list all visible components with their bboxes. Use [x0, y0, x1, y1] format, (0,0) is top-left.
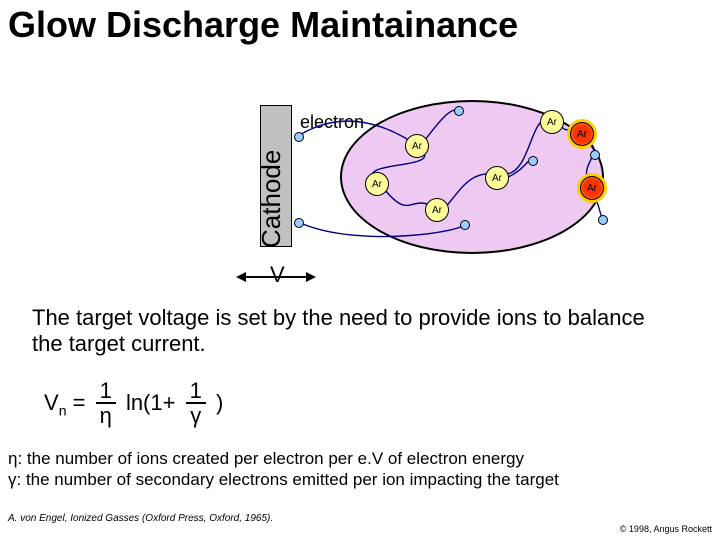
electron-dot — [294, 132, 304, 142]
argon-atom: Ar — [425, 198, 449, 222]
electron-dot — [598, 215, 608, 225]
electron-trajectory — [298, 222, 464, 237]
electron-dot — [590, 150, 600, 160]
formula-frac2: 1 γ — [186, 380, 206, 428]
formula-den1: η — [96, 404, 116, 428]
electron-trajectory — [422, 110, 458, 144]
eta-definition: η: the number of ions created per electr… — [8, 448, 708, 469]
slide-title: Glow Discharge Maintainance — [8, 4, 518, 46]
formula-eq: = — [66, 390, 91, 415]
electron-trajectory — [298, 121, 412, 142]
citation-italic: A. von Engel, Ionized Gasses (Oxford Pre… — [8, 513, 273, 524]
formula-mid: ln(1+ — [126, 390, 182, 415]
electron-dot — [528, 156, 538, 166]
argon-ion: Ar — [580, 176, 604, 200]
body-text: The target voltage is set by the need to… — [32, 305, 672, 358]
copyright-text: © 1998, Angus Rockett — [620, 524, 712, 534]
gamma-definition: γ: the number of secondary electrons emi… — [8, 469, 708, 490]
symbol-definitions: η: the number of ions created per electr… — [8, 448, 708, 491]
argon-atom: Ar — [405, 134, 429, 158]
electron-dot — [460, 220, 470, 230]
argon-atom: Ar — [540, 110, 564, 134]
formula-num1: 1 — [96, 380, 116, 404]
electron-dot — [454, 106, 464, 116]
electron-trajectory — [385, 190, 432, 206]
formula-frac1: 1 η — [96, 380, 116, 428]
electron-dot — [294, 218, 304, 228]
diagram-container: Cathode electron ArArArArArArAr — [210, 100, 610, 260]
argon-ion: Ar — [570, 122, 594, 146]
formula: Vn = 1 η ln(1+ 1 γ ) — [44, 380, 223, 428]
argon-atom: Ar — [485, 166, 509, 190]
formula-den2: γ — [186, 404, 206, 428]
voltage-label: V — [270, 262, 285, 288]
slide: Glow Discharge Maintainance Cathode elec… — [0, 0, 720, 540]
citation-text: A. von Engel, Ionized Gasses (Oxford Pre… — [8, 513, 273, 524]
formula-num2: 1 — [186, 380, 206, 404]
argon-atom: Ar — [365, 172, 389, 196]
formula-lhs: V — [44, 390, 59, 415]
formula-tail: ) — [216, 390, 223, 415]
